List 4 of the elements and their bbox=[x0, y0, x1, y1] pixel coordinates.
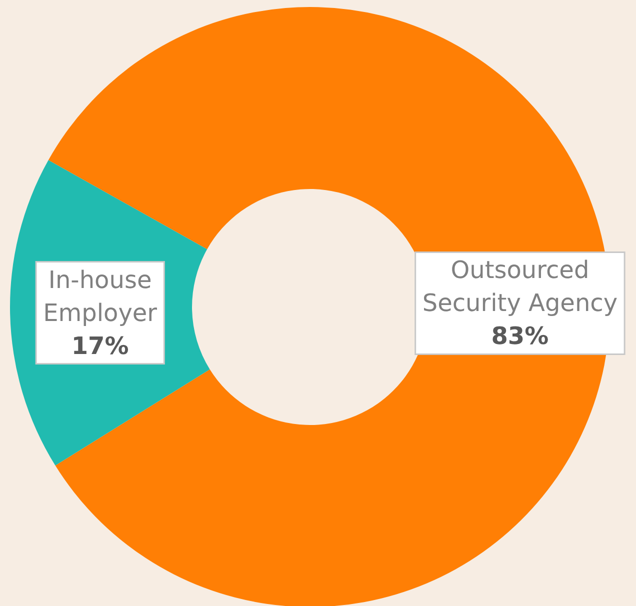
data-label: 83% bbox=[491, 322, 549, 350]
slice-label: Outsourced Security Agency bbox=[422, 256, 618, 318]
data-label: 17% bbox=[71, 332, 129, 360]
slice-label: In-house Employer bbox=[43, 266, 158, 327]
